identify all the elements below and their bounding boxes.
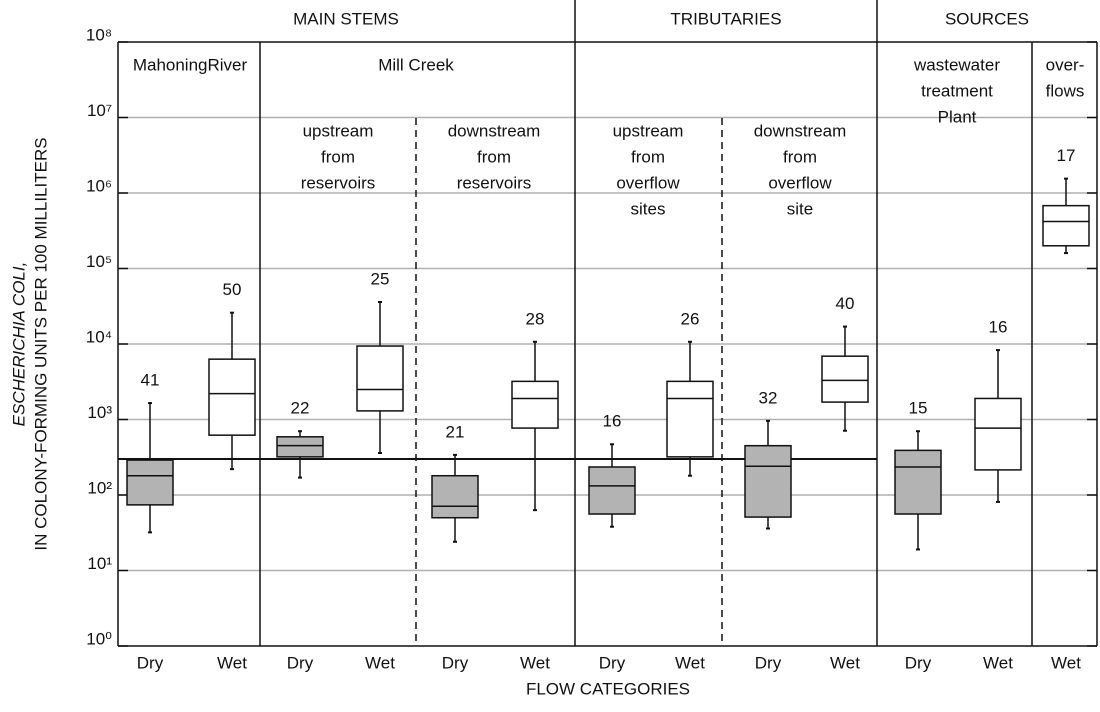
subgroup-label: downstream [754,121,847,140]
subgroup-labels: MahoningRiver Mill Creek upstream from reser… [133,55,1085,218]
subgroup-label: from [783,147,817,166]
subgroup-label: MahoningRiver [133,55,248,74]
x-tick-label: Dry [755,653,782,672]
y-tick-label: 10⁶ [86,176,112,195]
x-tick-label: Wet [520,653,550,672]
count-label: 21 [446,422,465,441]
subgroup-label: overflow [616,173,680,192]
x-axis-label: FLOW CATEGORIES [526,679,690,698]
count-label: 17 [1057,146,1076,165]
y-tick-label: 10⁸ [86,25,112,44]
count-label: 16 [989,318,1008,337]
subgroup-label: sites [631,199,666,218]
x-tick-label: Wet [365,653,395,672]
box [431,474,479,519]
subgroup-label: site [787,199,813,218]
subgroup-label: reservoirs [457,173,532,192]
count-label: 22 [291,399,310,418]
x-tick-label: Wet [675,653,705,672]
subgroup-label: from [631,147,665,166]
count-label: 28 [526,309,545,328]
box [744,444,792,518]
count-label: 16 [603,412,622,431]
count-label: 26 [681,309,700,328]
box [588,466,636,515]
x-tick-label: Dry [442,653,469,672]
y-axis-label: ESCHERICHIA COLI, [9,262,28,427]
box [821,355,869,403]
count-label: 40 [836,294,855,313]
x-tick-label: Wet [1051,653,1081,672]
box [276,436,324,458]
count-label: 41 [141,371,160,390]
y-tick-label: 10⁷ [87,101,112,120]
box [356,345,404,412]
subgroup-label: downstream [448,121,541,140]
subgroup-label: reservoirs [301,173,376,192]
box [666,380,714,458]
y-tick-label: 10⁴ [86,327,112,346]
x-tick-label: Wet [830,653,860,672]
group-label: MAIN STEMS [293,9,399,28]
subgroup-label: upstream [303,121,374,140]
subgroup-label: overflow [768,173,832,192]
y-tick-label: 10¹ [87,554,112,573]
box [511,380,559,429]
x-tick-label: Dry [599,653,626,672]
box [974,397,1022,471]
x-tick-label: Dry [287,653,314,672]
box [126,459,174,506]
grid [118,116,1097,572]
group-label: SOURCES [945,9,1029,28]
y-tick-label: 10⁵ [86,252,112,271]
subgroup-label: from [321,147,355,166]
subgroup-label: upstream [613,121,684,140]
box [1042,204,1090,247]
subgroup-label: Plant [938,107,977,126]
y-tick-label: 10² [87,478,112,497]
y-axis-label: IN COLONY-FORMING UNITS PER 100 MILLILIT… [31,137,50,550]
x-tick-label: Dry [905,653,932,672]
subgroup-label: wastewater [913,55,1000,74]
x-tick-label: Wet [983,653,1013,672]
count-label: 50 [223,280,242,299]
group-label: TRIBUTARIES [670,9,781,28]
box [894,449,942,515]
subgroup-label: flows [1046,81,1085,100]
subgroup-label: from [477,147,511,166]
box [208,358,256,436]
y-tick-label: 10³ [87,403,112,422]
x-tick-label: Dry [137,653,164,672]
count-label: 32 [759,388,778,407]
count-label: 25 [371,269,390,288]
subgroup-label: over- [1046,55,1085,74]
subgroup-label: Mill Creek [378,55,454,74]
y-tick-label: 10⁰ [86,629,112,648]
count-label: 15 [909,399,928,418]
subgroup-label: treatment [921,81,993,100]
x-tick-label: Wet [217,653,247,672]
